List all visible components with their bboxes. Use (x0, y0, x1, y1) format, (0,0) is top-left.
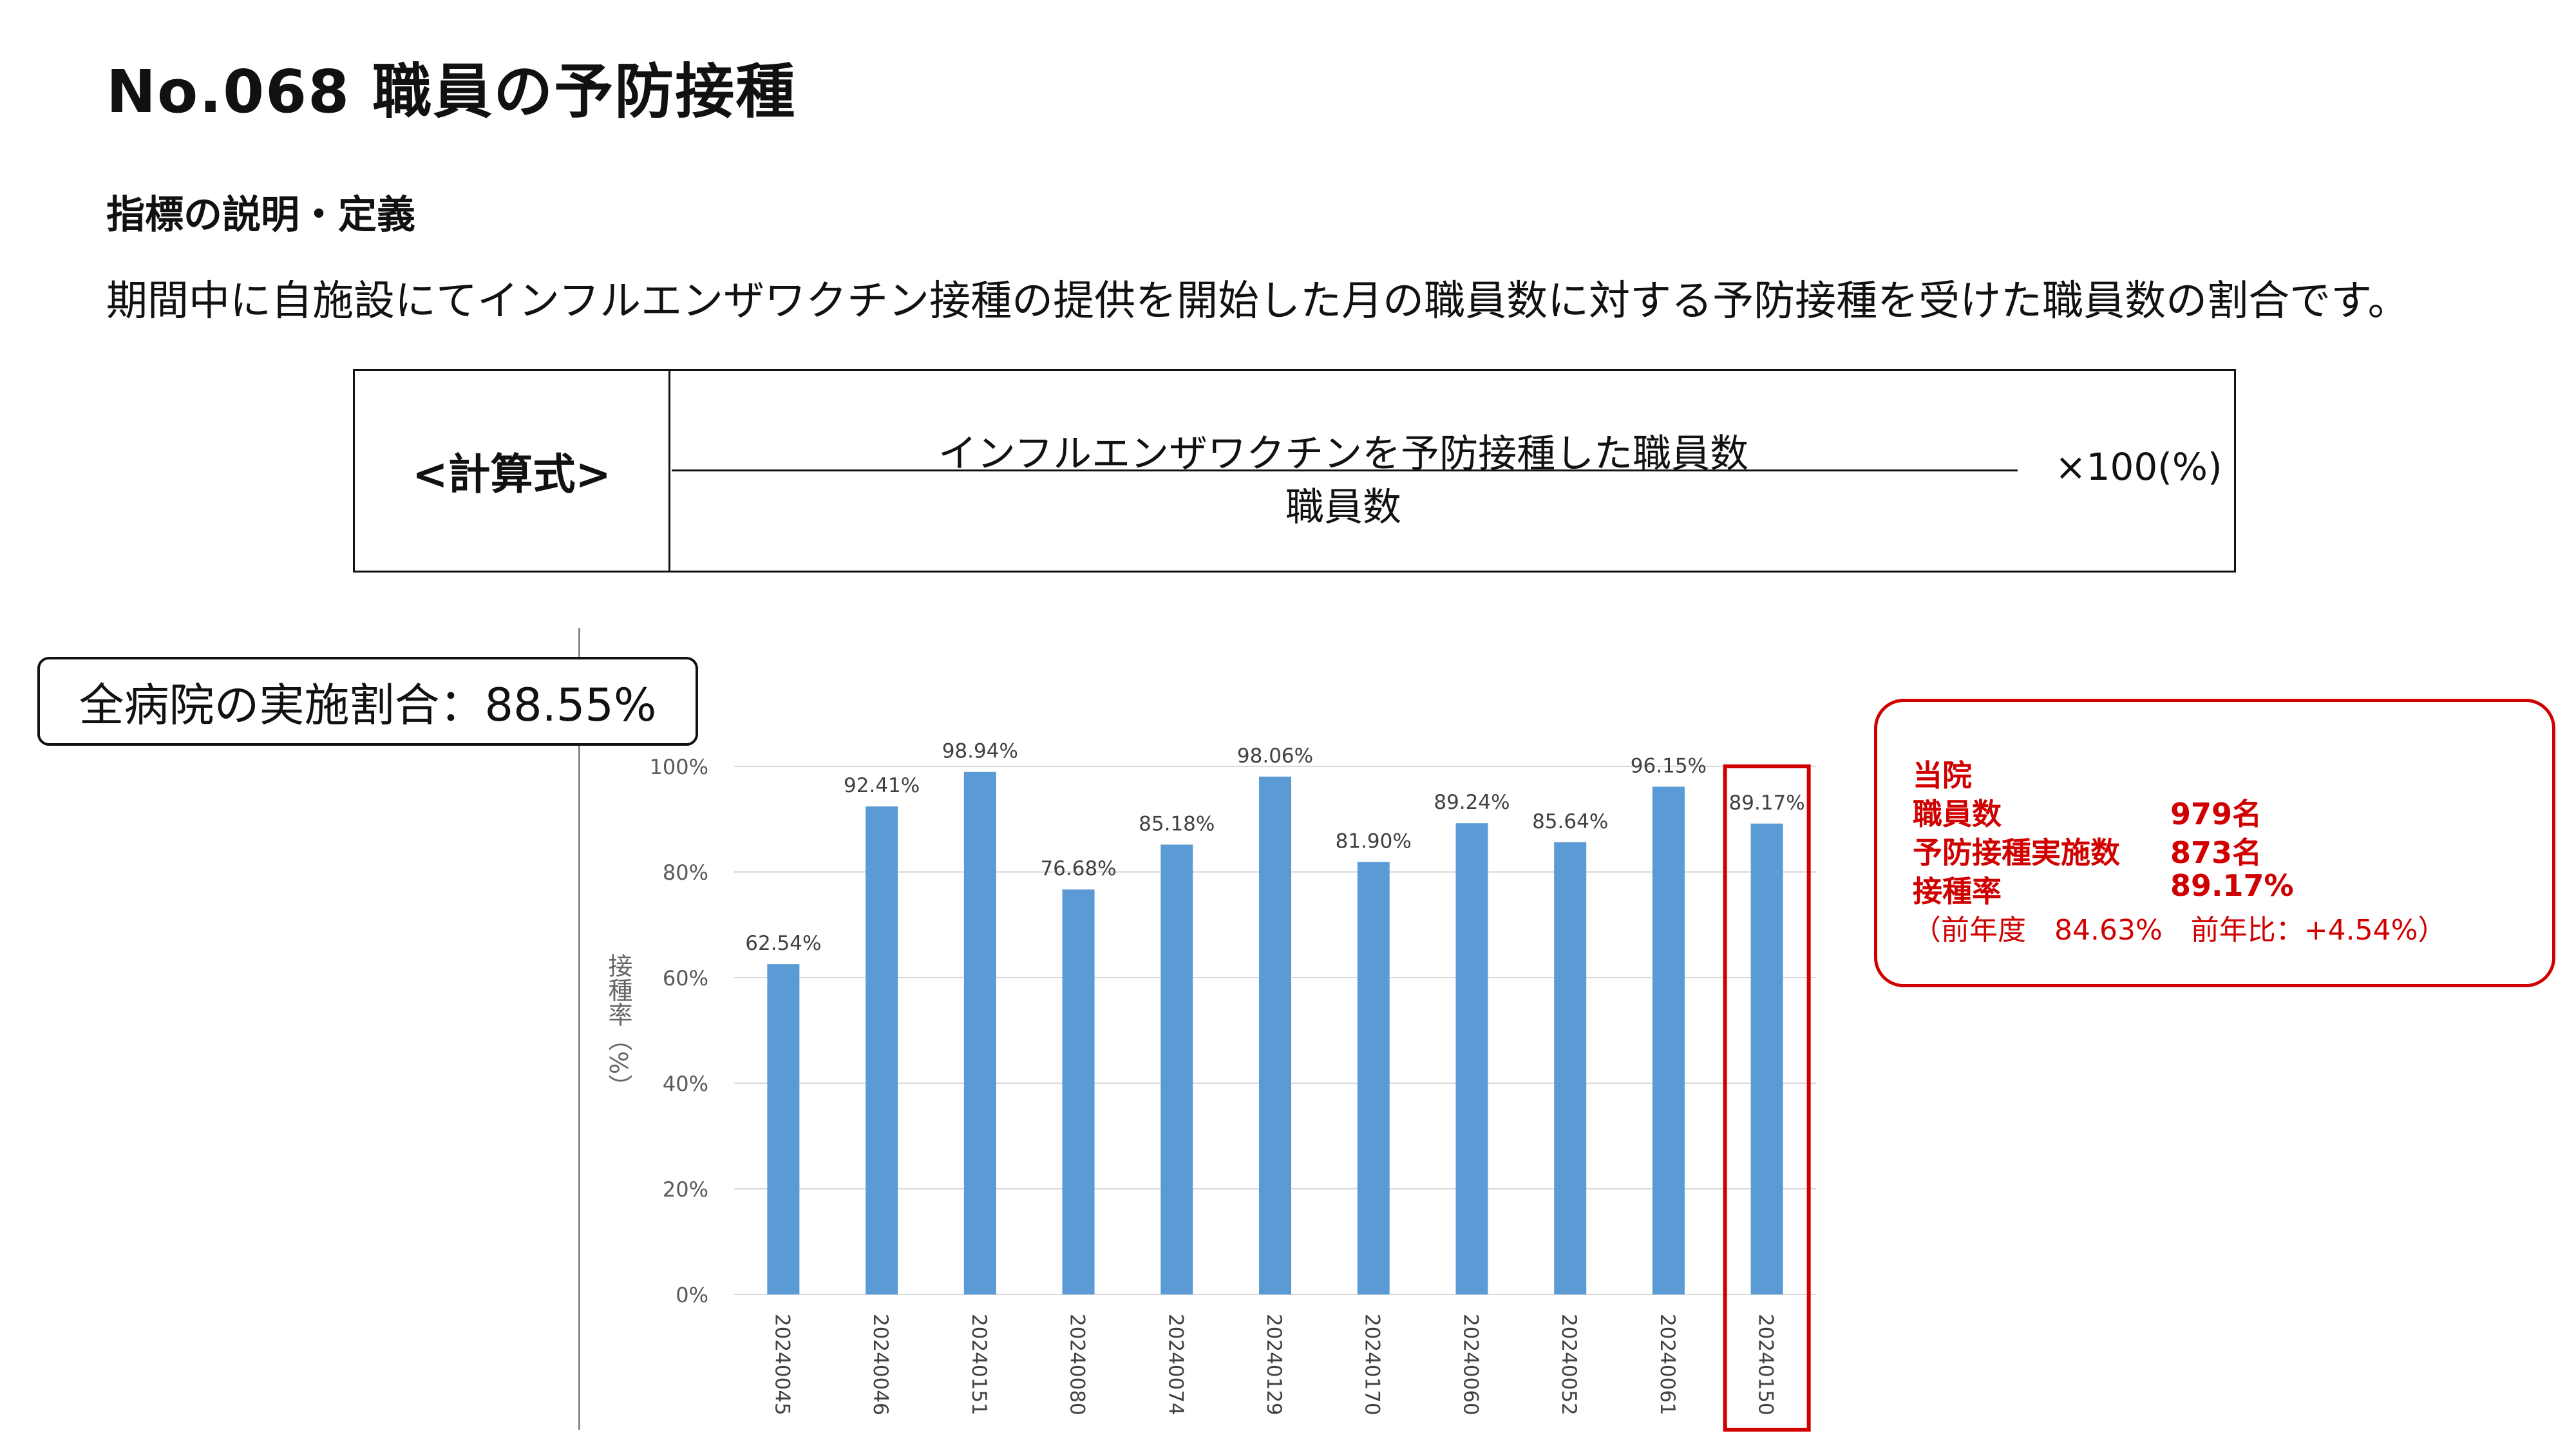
highlight-frame (1723, 764, 1811, 1432)
info-row-label: 職員数 (1913, 797, 2002, 831)
bar (1160, 844, 1193, 1294)
bar (963, 772, 996, 1294)
x-tick-label: 20240170 (1361, 1314, 1384, 1416)
bar (866, 806, 898, 1294)
x-tick-label: 20240150 (1754, 1314, 1777, 1416)
bar (1554, 842, 1587, 1294)
bar (1259, 776, 1291, 1294)
info-row-value: 89.17% (2170, 868, 2294, 903)
bar (1062, 889, 1095, 1294)
fraction-line (672, 469, 2018, 471)
y-tick-label: 80% (663, 860, 708, 885)
formula-multiplier: ×100(%) (2055, 445, 2222, 489)
x-tick-label: 20240052 (1557, 1314, 1580, 1416)
data-label: 98.94% (942, 740, 1018, 763)
definition-text: 期間中に自施設にてインフルエンザワクチン接種の提供を開始した月の職員数に対する予… (106, 278, 2409, 325)
x-tick-label: 20240129 (1262, 1314, 1285, 1416)
y-tick-label: 60% (663, 966, 708, 990)
data-label: 76.68% (1040, 857, 1116, 880)
data-label: 92.41% (844, 774, 920, 797)
all-hospitals-rate-box: 全病院の実施割合：88.55% (37, 657, 698, 746)
data-label: 96.15% (1631, 755, 1707, 778)
info-row-label: 予防接種実施数 (1913, 835, 2120, 870)
page-title: No.068 職員の予防接種 (106, 57, 797, 126)
info-row-value: 873名 (2170, 835, 2262, 870)
bar (1652, 786, 1685, 1294)
chart-bars (767, 772, 1783, 1294)
x-tick-label: 20240060 (1459, 1314, 1482, 1416)
hospital-info-box: 当院 職員数 979名 予防接種実施数 873名 接種率 89.17% （前年度… (1874, 699, 2555, 987)
formula-label: <計算式> (355, 371, 670, 571)
bar (1455, 823, 1488, 1294)
x-tick-label: 20240074 (1164, 1314, 1187, 1416)
info-row-value: 979名 (2170, 797, 2262, 831)
y-axis-label: 接種率（%） (604, 953, 632, 1099)
info-note: （前年度 84.63% 前年比：+4.54%） (1913, 914, 2447, 947)
y-tick-label: 40% (663, 1072, 708, 1096)
x-tick-label: 20240151 (967, 1314, 990, 1416)
data-label: 89.17% (1729, 791, 1805, 815)
info-title: 当院 (1913, 758, 1972, 793)
data-label: 85.64% (1532, 810, 1608, 833)
bar (1750, 823, 1783, 1294)
formula-box: <計算式> インフルエンザワクチンを予防接種した職員数 職員数 ×100(%) (353, 369, 2236, 573)
x-tick-label: 20240045 (770, 1314, 793, 1416)
data-label: 89.24% (1434, 791, 1510, 814)
data-label: 98.06% (1237, 744, 1313, 768)
info-row-label: 接種率 (1913, 874, 2002, 909)
vertical-divider (578, 628, 580, 1430)
data-label: 62.54% (745, 932, 821, 955)
formula-numerator: インフルエンザワクチンを予防接種した職員数 (938, 431, 1749, 477)
data-label: 85.18% (1139, 813, 1215, 836)
x-tick-label: 20240061 (1656, 1314, 1679, 1416)
y-tick-label: 100% (650, 755, 708, 779)
y-tick-label: 20% (663, 1177, 708, 1202)
chart-labels: 0% 20% 40% 60% 80% 100% 62.54% 20240045 92.41% 20… (650, 740, 1805, 1416)
bar (767, 964, 800, 1294)
x-tick-label: 20240046 (869, 1314, 892, 1416)
y-tick-label: 0% (676, 1283, 708, 1307)
x-tick-label: 20240080 (1066, 1314, 1089, 1416)
data-label: 81.90% (1336, 829, 1412, 853)
formula-denominator: 職員数 (1285, 485, 1401, 530)
bar (1357, 862, 1390, 1294)
section-heading: 指標の説明・定義 (106, 193, 415, 238)
